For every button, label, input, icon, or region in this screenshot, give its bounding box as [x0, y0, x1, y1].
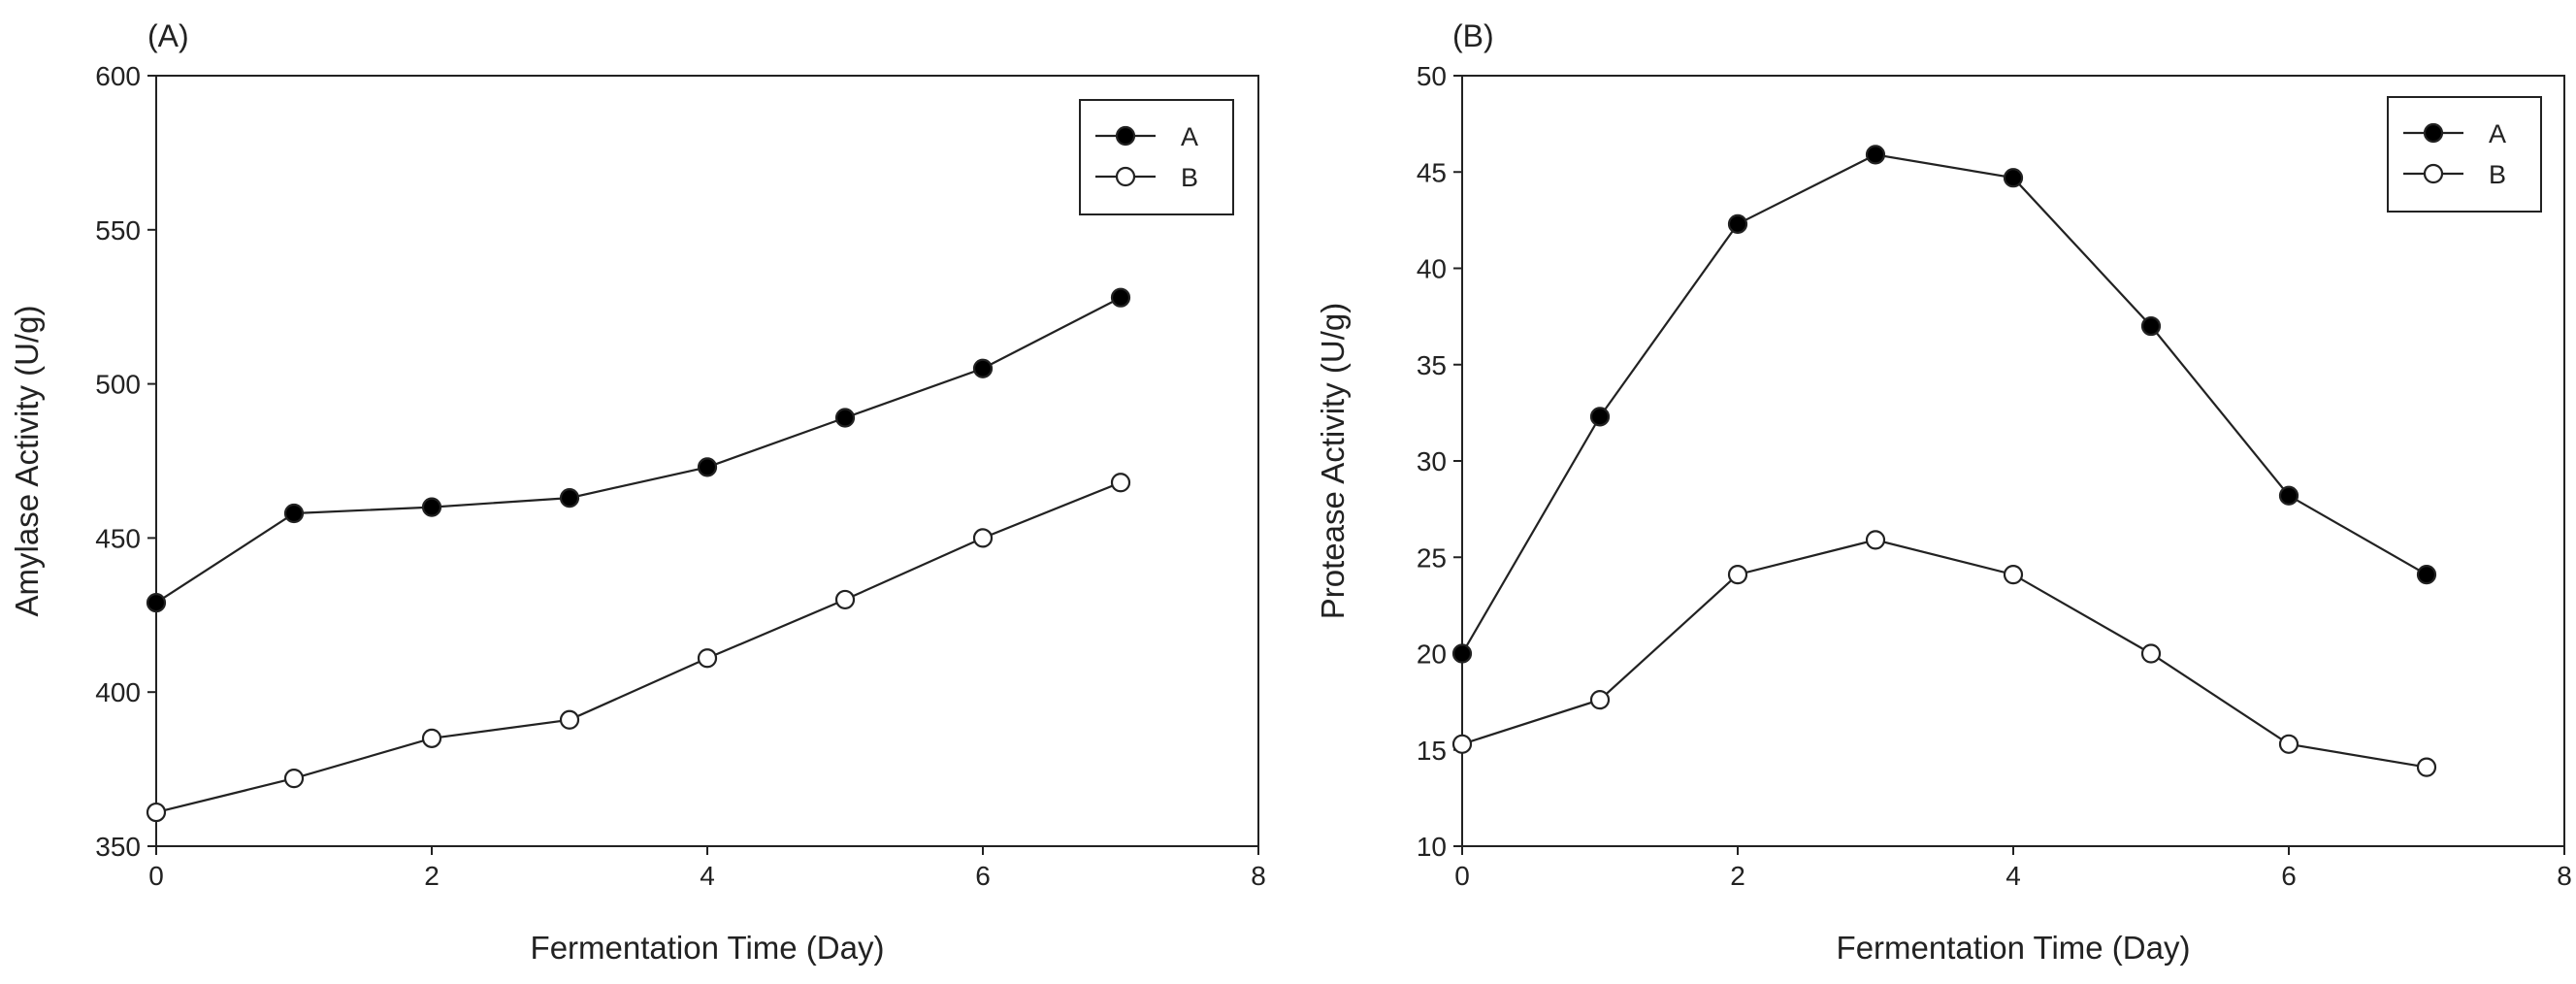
- chart-b-y-tick-label: 25: [1417, 542, 1447, 573]
- chart-b-y-tick-label: 15: [1417, 736, 1447, 766]
- chart-b-series-b-line: [1461, 539, 2428, 769]
- chart-b-y-tick-label: 10: [1417, 832, 1447, 862]
- chart-a-x-axis-title: Fermentation Time (Day): [531, 930, 885, 966]
- chart-b-series-a-point: [1727, 213, 1748, 234]
- chart-a-series-b-point: [972, 528, 994, 548]
- chart-b-x-tick-label: 4: [2005, 861, 2021, 891]
- chart-a-series-a-point: [1110, 287, 1131, 308]
- chart-b-y-axis-title: Protease Activity (U/g): [1315, 303, 1351, 619]
- chart-b-series-b-point: [1589, 690, 1611, 710]
- chart-b-series-a-point: [1865, 145, 1886, 165]
- chart-a-series-b-point: [1110, 473, 1131, 493]
- chart-a-series-b-point: [421, 728, 442, 748]
- chart-b-x-tick-label: 0: [1454, 861, 1470, 891]
- chart-a-x-tick-label: 2: [424, 861, 440, 891]
- chart-b-series-a-point: [2140, 315, 2162, 337]
- chart-b-x-tick-label: 2: [1730, 861, 1745, 891]
- chart-b-y-tick-label: 35: [1417, 350, 1447, 380]
- chart-a-series-a-point: [283, 503, 305, 524]
- chart-a-panel-label: (A): [147, 18, 189, 53]
- chart-b-series-b-point: [2416, 757, 2437, 777]
- chart-a-series-a-point: [972, 358, 994, 378]
- chart-a-x-tick-label: 6: [975, 861, 991, 891]
- chart-a-y-tick-label: 500: [95, 370, 141, 400]
- chart-a-series-b-line: [155, 481, 1122, 814]
- chart-b-legend-b-marker: [2423, 163, 2444, 184]
- chart-a-series-b-point: [834, 589, 856, 610]
- chart-a-x-tick-label: 8: [1251, 861, 1266, 891]
- chart-a-y-tick-label: 600: [95, 61, 141, 91]
- chart-a-series-b-point: [283, 769, 305, 789]
- chart-a-series-a-point: [697, 457, 718, 477]
- chart-b-series-a-line: [1461, 153, 2428, 655]
- chart-a-y-tick-label: 450: [95, 523, 141, 553]
- chart-b: (B) 10 15 20 25 30 35 40 45 50 0 2 4 6 8 Fermentation T…: [1315, 18, 2572, 966]
- chart-a-legend-a-marker: [1115, 125, 1136, 147]
- chart-b-series-a-point: [2278, 485, 2299, 506]
- chart-a-series-a-point: [559, 488, 580, 508]
- chart-b-series-a-point: [1589, 407, 1611, 427]
- chart-b-x-tick-label: 8: [2557, 861, 2572, 891]
- chart-b-series-a-point: [2416, 565, 2437, 585]
- chart-b-series-a-point: [2003, 168, 2024, 188]
- chart-b-legend-b-label: B: [2489, 160, 2506, 189]
- chart-b-y-tick-label: 30: [1417, 446, 1447, 476]
- chart-b-panel-label: (B): [1452, 18, 1494, 53]
- chart-a-x-tick-label: 0: [148, 861, 164, 891]
- chart-b-series-a-point: [1451, 643, 1473, 664]
- chart-a-series-a-line: [155, 296, 1122, 605]
- chart-b-x-tick-label: 6: [2281, 861, 2297, 891]
- chart-a-legend-b-label: B: [1181, 163, 1198, 192]
- chart-b-series-b-point: [1451, 734, 1473, 754]
- chart-b-series-b-point: [1727, 565, 1748, 585]
- chart-b-series-b-point: [2003, 565, 2024, 585]
- chart-a-y-tick-label: 400: [95, 677, 141, 707]
- chart-a-series-b-point: [697, 648, 718, 669]
- chart-b-y-tick-label: 20: [1417, 640, 1447, 670]
- chart-a-series-b-point: [146, 802, 167, 823]
- chart-a: (A) 350 400 450 500 550 600 0 2 4 6 8 Fermentation T…: [9, 18, 1266, 966]
- chart-a-y-axis-title: Amylase Activity (U/g): [9, 306, 45, 617]
- chart-b-legend-a-marker: [2423, 122, 2444, 144]
- chart-b-y-tick-label: 40: [1417, 254, 1447, 284]
- chart-a-series-a-point: [146, 592, 167, 613]
- chart-b-x-axis-title: Fermentation Time (Day): [1837, 930, 2191, 966]
- chart-b-y-tick-label: 50: [1417, 61, 1447, 91]
- chart-b-legend-a-label: A: [2489, 119, 2506, 148]
- chart-b-y-tick-label: 45: [1417, 157, 1447, 187]
- chart-b-series-b-point: [2140, 643, 2162, 664]
- chart-a-x-tick-label: 4: [700, 861, 715, 891]
- chart-a-legend-b-marker: [1115, 166, 1136, 187]
- chart-a-y-tick-label: 550: [95, 215, 141, 246]
- chart-b-legend: [2387, 96, 2542, 213]
- chart-b-series-b-point: [1865, 530, 1886, 550]
- chart-a-legend-a-label: A: [1181, 122, 1198, 151]
- chart-b-series-b-point: [2278, 734, 2299, 754]
- chart-a-series-a-point: [834, 408, 856, 428]
- chart-a-legend: [1079, 99, 1234, 215]
- chart-a-series-a-point: [421, 497, 442, 517]
- chart-a-series-b-point: [559, 709, 580, 730]
- chart-a-y-tick-label: 350: [95, 832, 141, 862]
